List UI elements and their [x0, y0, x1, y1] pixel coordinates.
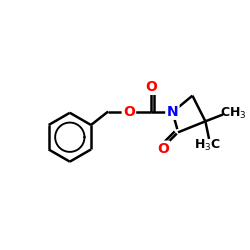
- Text: O: O: [157, 142, 169, 156]
- Text: H$_3$C: H$_3$C: [194, 138, 221, 153]
- Text: N: N: [166, 104, 178, 118]
- Text: O: O: [145, 80, 157, 94]
- Text: CH$_3$: CH$_3$: [220, 106, 246, 121]
- Text: O: O: [123, 104, 135, 118]
